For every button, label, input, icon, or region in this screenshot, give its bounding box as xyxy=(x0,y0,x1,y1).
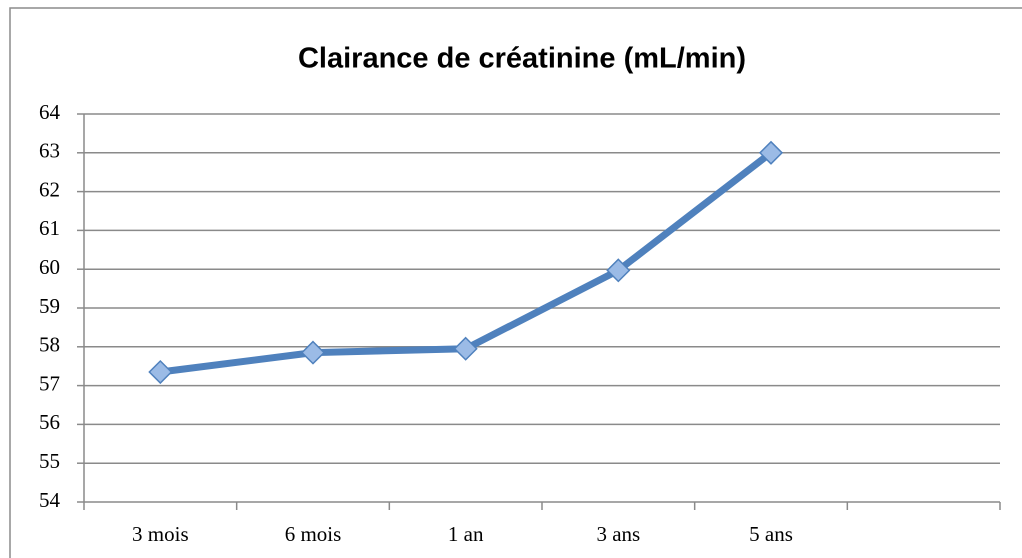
y-tick-label: 59 xyxy=(39,294,60,318)
y-tick-label: 62 xyxy=(39,177,60,201)
data-point xyxy=(758,140,784,165)
data-point xyxy=(453,336,478,361)
x-tick-label: 6 mois xyxy=(285,522,342,546)
y-tick-label: 55 xyxy=(39,449,60,473)
y-tick-label: 54 xyxy=(39,488,61,512)
y-tick-label: 61 xyxy=(39,216,60,240)
y-tick-label: 57 xyxy=(39,371,60,395)
y-tick-label: 56 xyxy=(39,410,60,434)
x-tick-label: 3 mois xyxy=(132,522,189,546)
y-tick-label: 60 xyxy=(39,255,60,279)
chart-title: Clairance de créatinine (mL/min) xyxy=(298,43,746,75)
x-tick-label: 5 ans xyxy=(749,522,793,546)
chart-frame xyxy=(9,7,1022,558)
y-tick-label: 58 xyxy=(39,333,60,357)
data-point xyxy=(606,258,631,283)
y-tick-label: 64 xyxy=(39,100,61,124)
data-point xyxy=(300,340,326,365)
y-tick-label: 63 xyxy=(39,139,60,163)
x-tick-label: 1 an xyxy=(448,522,484,546)
data-point xyxy=(148,359,173,385)
x-tick-label: 3 ans xyxy=(596,522,640,546)
